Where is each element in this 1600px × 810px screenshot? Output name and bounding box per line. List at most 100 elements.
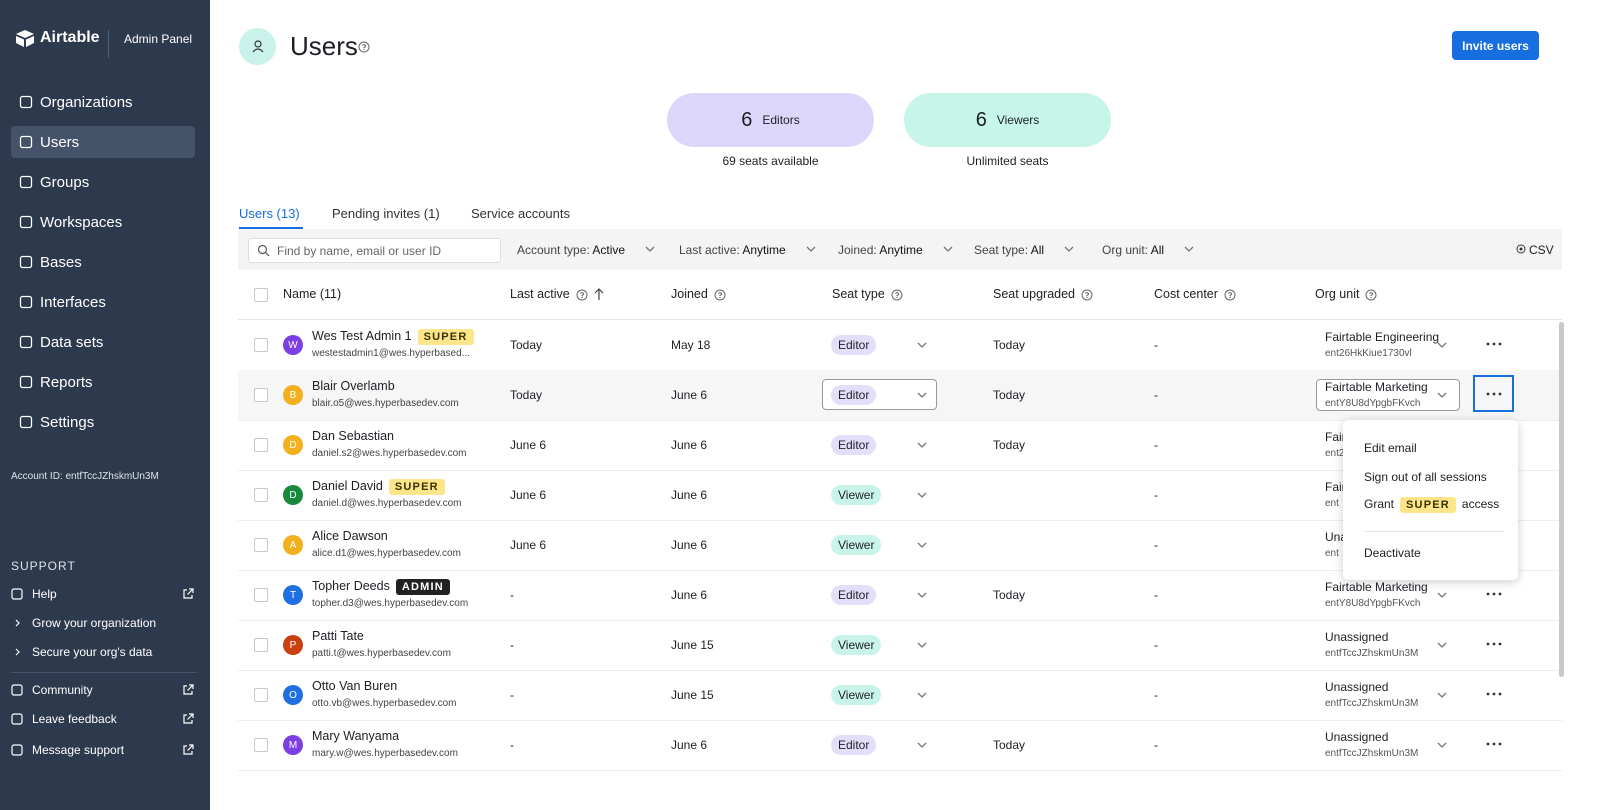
org-unit: Unassigned: [1325, 680, 1389, 694]
support-link[interactable]: Secure your org's data: [11, 645, 197, 659]
filter[interactable]: Last active: Anytime: [679, 243, 816, 257]
name-text: Alice Dawson: [312, 529, 388, 543]
name-text: Daniel David: [312, 479, 383, 493]
nav-item[interactable]: Reports: [11, 366, 195, 398]
seat-pill[interactable]: Editor: [831, 335, 877, 355]
name-text: Blair Overlamb: [312, 379, 395, 393]
user-email: westestadmin1@wes.hyperbased...: [312, 348, 471, 359]
filter[interactable]: Seat type: All: [974, 243, 1074, 257]
joined: June 6: [671, 438, 708, 452]
table-row: D Dan Sebastian daniel.s2@wes.hyperbasedev…: [238, 420, 1562, 471]
nav-icon: [19, 175, 33, 189]
tab[interactable]: Users (13): [239, 206, 300, 221]
seat-pill[interactable]: Viewer: [831, 535, 882, 555]
user-icon: [252, 40, 264, 53]
menu-item[interactable]: Grant SUPER access: [1364, 497, 1499, 513]
row-checkbox[interactable]: [254, 588, 268, 602]
nav-item[interactable]: Organizations: [11, 86, 195, 118]
seat-pill[interactable]: Editor: [831, 435, 877, 455]
menu-item[interactable]: Sign out of all sessions: [1364, 470, 1487, 484]
nav-item[interactable]: Bases: [11, 246, 195, 278]
column-header: Name (11): [283, 287, 342, 301]
org-id: entY8U8dYpgbFKvch: [1325, 398, 1421, 409]
user-name: Mary Wanyama: [312, 729, 399, 743]
tab[interactable]: Service accounts: [471, 206, 570, 221]
last-active: -: [510, 638, 514, 652]
menu-item[interactable]: Deactivate: [1364, 546, 1421, 560]
role-badge: ADMIN: [395, 579, 450, 595]
row-checkbox[interactable]: [254, 438, 268, 452]
user-email: mary.w@wes.hyperbasedev.com: [312, 748, 458, 759]
support-label: Community: [32, 683, 93, 697]
external-icon: [183, 588, 194, 599]
user-email: daniel.s2@wes.hyperbasedev.com: [312, 448, 467, 459]
nav-item[interactable]: Settings: [11, 406, 195, 438]
chevron: [1437, 592, 1447, 598]
nav-item[interactable]: Data sets: [11, 326, 195, 358]
row-checkbox[interactable]: [254, 488, 268, 502]
seat-pill[interactable]: Viewer: [831, 685, 882, 705]
chevron-right: [15, 648, 20, 656]
csv-export[interactable]: CSV: [1516, 243, 1554, 257]
filter[interactable]: Account type: Active: [517, 243, 655, 257]
chevron: [806, 246, 816, 252]
chevron: [917, 392, 927, 398]
filter[interactable]: Org unit: All: [1102, 243, 1194, 257]
download-icon: [1516, 244, 1526, 254]
menu-item[interactable]: Edit email: [1364, 441, 1417, 455]
nav-icon: [19, 95, 33, 109]
cb[interactable]: [254, 288, 268, 302]
nav-icon: [19, 335, 33, 349]
seat-pill[interactable]: Viewer: [831, 635, 882, 655]
avatar: W: [283, 335, 303, 355]
cost-center: -: [1154, 538, 1158, 552]
row-checkbox[interactable]: [254, 638, 268, 652]
filter[interactable]: Joined: Anytime: [838, 243, 953, 257]
nav-item[interactable]: Groups: [11, 166, 195, 198]
row-checkbox[interactable]: [254, 338, 268, 352]
org-unit: Fair: [1325, 430, 1346, 444]
chevron: [917, 692, 927, 698]
table-row: B Blair Overlamb blair.o5@wes.hyperbasedev…: [238, 370, 1562, 421]
support-link[interactable]: Grow your organization: [11, 616, 197, 630]
support-link[interactable]: Message support: [11, 743, 197, 757]
more-button[interactable]: [1486, 342, 1502, 346]
user-name: Blair Overlamb: [312, 379, 395, 393]
nav-item[interactable]: Users: [11, 126, 195, 158]
more-button[interactable]: [1486, 642, 1502, 646]
seat-pill[interactable]: Editor: [831, 385, 877, 405]
user-email: alice.d1@wes.hyperbasedev.com: [312, 548, 461, 559]
external-icon: [183, 684, 194, 695]
row-checkbox[interactable]: [254, 538, 268, 552]
header-divider: [238, 319, 1562, 320]
external-icon: [183, 713, 194, 724]
more-button[interactable]: [1486, 592, 1502, 596]
row-checkbox[interactable]: [254, 688, 268, 702]
seat-pill[interactable]: Editor: [831, 735, 877, 755]
seat-type: Editors: [762, 113, 800, 127]
tab[interactable]: Pending invites (1): [332, 206, 440, 221]
support-label: Secure your org's data: [32, 645, 153, 659]
more-button[interactable]: [1486, 392, 1502, 396]
avatar: D: [283, 485, 303, 505]
more-button[interactable]: [1486, 692, 1502, 696]
search-box[interactable]: Find by name, email or user ID: [248, 238, 501, 263]
user-email: topher.d3@wes.hyperbasedev.com: [312, 598, 469, 609]
brand: Airtable: [40, 29, 100, 46]
support-link[interactable]: Help: [11, 587, 197, 601]
filter-label: Joined:: [838, 243, 877, 257]
scrollbar: [1559, 322, 1564, 677]
seat-pill[interactable]: Editor: [831, 585, 877, 605]
nav-item[interactable]: Workspaces: [11, 206, 195, 238]
support-link[interactable]: Community: [11, 683, 197, 697]
chevron: [1437, 642, 1447, 648]
nav-item[interactable]: Interfaces: [11, 286, 195, 318]
seat-pill[interactable]: Viewer: [831, 485, 882, 505]
row-checkbox[interactable]: [254, 388, 268, 402]
support-link[interactable]: Leave feedback: [11, 712, 197, 726]
invite-button[interactable]: Invite users: [1452, 31, 1539, 60]
more-button[interactable]: [1486, 742, 1502, 746]
row-checkbox[interactable]: [254, 738, 268, 752]
nav-icon: [19, 135, 33, 149]
org-dropdown[interactable]: [1316, 379, 1460, 411]
